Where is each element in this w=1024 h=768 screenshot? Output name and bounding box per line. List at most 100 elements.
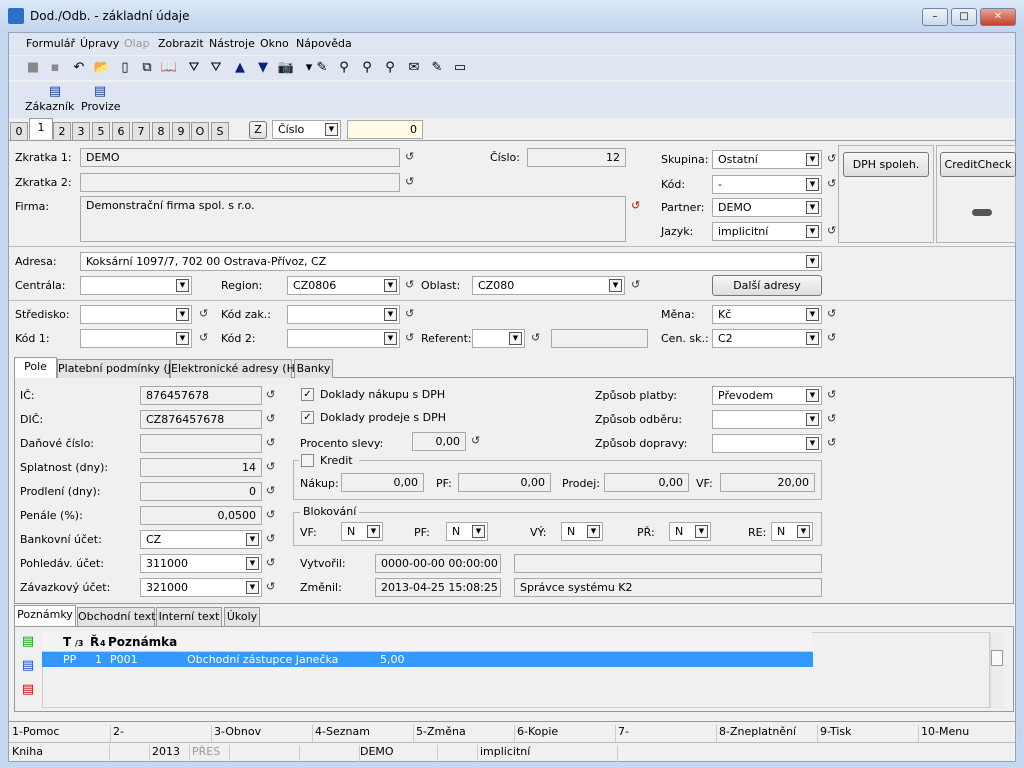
odber-select[interactable]: ▼ xyxy=(712,410,822,429)
index-tab-0[interactable]: 0 xyxy=(10,122,28,141)
kod1-select[interactable]: ▼ xyxy=(80,329,192,348)
dropdown-arrow-icon[interactable]: ▼ xyxy=(384,332,397,345)
binoculars-icon[interactable]: ⚲ xyxy=(339,60,349,75)
dropdown-arrow-icon[interactable]: ▼ xyxy=(806,413,819,426)
dph-button[interactable]: DPH spoleh. xyxy=(843,152,929,177)
re-blok-select[interactable]: N ▼ xyxy=(771,522,813,541)
close-button[interactable]: ✕ xyxy=(980,8,1016,26)
index-tab-2[interactable]: 2 xyxy=(53,122,71,141)
vy-blok-select[interactable]: N ▼ xyxy=(561,522,603,541)
adresa-select[interactable]: Koksární 1097/7, 702 00 Ostrava-Přívoz, … xyxy=(80,252,822,271)
detail-tab-1[interactable]: Platební podmínky (J) xyxy=(57,359,175,378)
pf-kredit-field[interactable]: 0,00 xyxy=(458,473,551,492)
binoculars-next-icon[interactable]: ⚲ xyxy=(362,60,372,75)
history-icon[interactable]: ↺ xyxy=(531,331,541,344)
book-icon[interactable]: 📖 xyxy=(160,60,178,75)
binoculars-prev-icon[interactable]: ⚲ xyxy=(385,60,395,75)
history-icon[interactable]: ↺ xyxy=(471,434,481,447)
dropdown-arrow-icon[interactable]: ▼ xyxy=(246,557,259,570)
index-tab-7[interactable]: 7 xyxy=(132,122,150,141)
history-icon[interactable]: ↺ xyxy=(266,556,276,569)
zkratka2-field[interactable] xyxy=(80,173,400,192)
notes-tab-3[interactable]: Úkoly xyxy=(224,607,260,626)
zkratka1-field[interactable]: DEMO xyxy=(80,148,400,167)
menu-olap[interactable]: Olap xyxy=(124,37,150,50)
fkey-button[interactable]: 8-Zneplatnění xyxy=(717,725,818,742)
history-icon[interactable]: ↺ xyxy=(199,307,209,320)
history-icon[interactable]: ↺ xyxy=(631,199,641,212)
arrow-up-icon[interactable]: ▲ xyxy=(235,60,245,75)
history-icon[interactable]: ↺ xyxy=(405,307,415,320)
splatnost-field[interactable]: 14 xyxy=(140,458,262,477)
save-icon[interactable]: ■ xyxy=(26,60,40,75)
kod2-select[interactable]: ▼ xyxy=(287,329,400,348)
history-icon[interactable]: ↺ xyxy=(266,580,276,593)
camera-icon[interactable]: 📷 xyxy=(277,60,295,75)
menu-úpravy[interactable]: Úpravy xyxy=(80,37,120,50)
z-button[interactable]: Z xyxy=(249,121,267,139)
kredit-checkbox[interactable] xyxy=(301,454,314,467)
copy-icon[interactable]: ⧉ xyxy=(142,60,152,75)
edit-note-icon[interactable]: ▤ xyxy=(21,658,35,673)
nakup-kredit-field[interactable]: 0,00 xyxy=(341,473,424,492)
history-icon[interactable]: ↺ xyxy=(631,278,641,291)
minimize-button[interactable]: – xyxy=(922,8,948,26)
column-header[interactable]: Ř xyxy=(90,635,100,649)
pf-blok-select[interactable]: N ▼ xyxy=(446,522,488,541)
menu-okno[interactable]: Okno xyxy=(260,37,289,50)
history-icon[interactable]: ↺ xyxy=(405,150,415,163)
referent-name-field[interactable] xyxy=(551,329,648,348)
dropdown-arrow-icon[interactable]: ▼ xyxy=(806,332,819,345)
row-selector[interactable] xyxy=(44,653,60,666)
history-icon[interactable]: ↺ xyxy=(827,307,837,320)
penale-field[interactable]: 0,0500 xyxy=(140,506,262,525)
history-icon[interactable]: ↺ xyxy=(827,331,837,344)
history-icon[interactable]: ↺ xyxy=(827,224,837,237)
edit-note-icon[interactable]: ✎ xyxy=(431,60,443,75)
dropdown-arrow-icon[interactable]: ▼ xyxy=(609,279,622,292)
history-icon[interactable]: ↺ xyxy=(827,177,837,190)
bank-field[interactable]: CZ ▼ xyxy=(140,530,262,549)
danove-field[interactable] xyxy=(140,434,262,453)
fkey-button[interactable]: 6-Kopie xyxy=(515,725,616,742)
fkey-button[interactable]: 3-Obnov xyxy=(212,725,313,742)
detail-tab-3[interactable]: Banky xyxy=(294,359,333,378)
dropdown-arrow-icon[interactable]: ▼ xyxy=(806,201,819,214)
menu-nápověda[interactable]: Nápověda xyxy=(296,37,352,50)
prodej-dph-checkbox[interactable]: ✓ xyxy=(301,411,314,424)
prodej-kredit-field[interactable]: 0,00 xyxy=(604,473,689,492)
history-icon[interactable]: ↺ xyxy=(827,388,837,401)
fkey-button[interactable]: 7- xyxy=(616,725,717,742)
add-note-icon[interactable]: ▤ xyxy=(21,634,35,649)
history-icon[interactable]: ↺ xyxy=(827,412,837,425)
notes-tab-1[interactable]: Obchodní text xyxy=(77,607,156,626)
envelope-icon[interactable]: ✉ xyxy=(408,60,420,75)
nakup-dph-checkbox[interactable]: ✓ xyxy=(301,388,314,401)
dropdown-arrow-icon[interactable]: ▼ xyxy=(509,332,522,345)
scrollbar-thumb[interactable] xyxy=(991,650,1003,666)
vf-kredit-field[interactable]: 20,00 xyxy=(720,473,815,492)
dropdown-arrow-icon[interactable]: ▼ xyxy=(806,255,819,268)
platba-select[interactable]: Převodem ▼ xyxy=(712,386,822,405)
centrala-select[interactable]: ▼ xyxy=(80,276,192,295)
dropdown-arrow-icon[interactable]: ▾ xyxy=(305,60,313,75)
fkey-button[interactable]: 2- xyxy=(111,725,212,742)
referent-select[interactable]: ▼ xyxy=(472,329,525,348)
dropdown-arrow-icon[interactable]: ▼ xyxy=(176,308,189,321)
dic-field[interactable]: CZ876457678 xyxy=(140,410,262,429)
index-tab-O[interactable]: O xyxy=(191,122,209,141)
index-tab-S[interactable]: S xyxy=(211,122,229,141)
dropdown-arrow-icon[interactable]: ▼ xyxy=(806,389,819,402)
dropdown-arrow-icon[interactable]: ▼ xyxy=(806,437,819,450)
history-icon[interactable]: ↺ xyxy=(266,484,276,497)
dropdown-arrow-icon[interactable]: ▼ xyxy=(367,525,380,538)
column-header[interactable]: 4 xyxy=(100,639,106,648)
dropdown-arrow-icon[interactable]: ▼ xyxy=(806,308,819,321)
fkey-button[interactable]: 4-Seznam xyxy=(313,725,414,742)
menu-formulář[interactable]: Formulář xyxy=(26,37,76,50)
dropdown-arrow-icon[interactable]: ▼ xyxy=(384,279,397,292)
dropdown-arrow-icon[interactable]: ▼ xyxy=(176,332,189,345)
new-document-icon[interactable]: ▯ xyxy=(121,60,129,75)
jazyk-select[interactable]: implicitní ▼ xyxy=(712,222,822,241)
delete-note-icon[interactable]: ▤ xyxy=(21,682,35,697)
